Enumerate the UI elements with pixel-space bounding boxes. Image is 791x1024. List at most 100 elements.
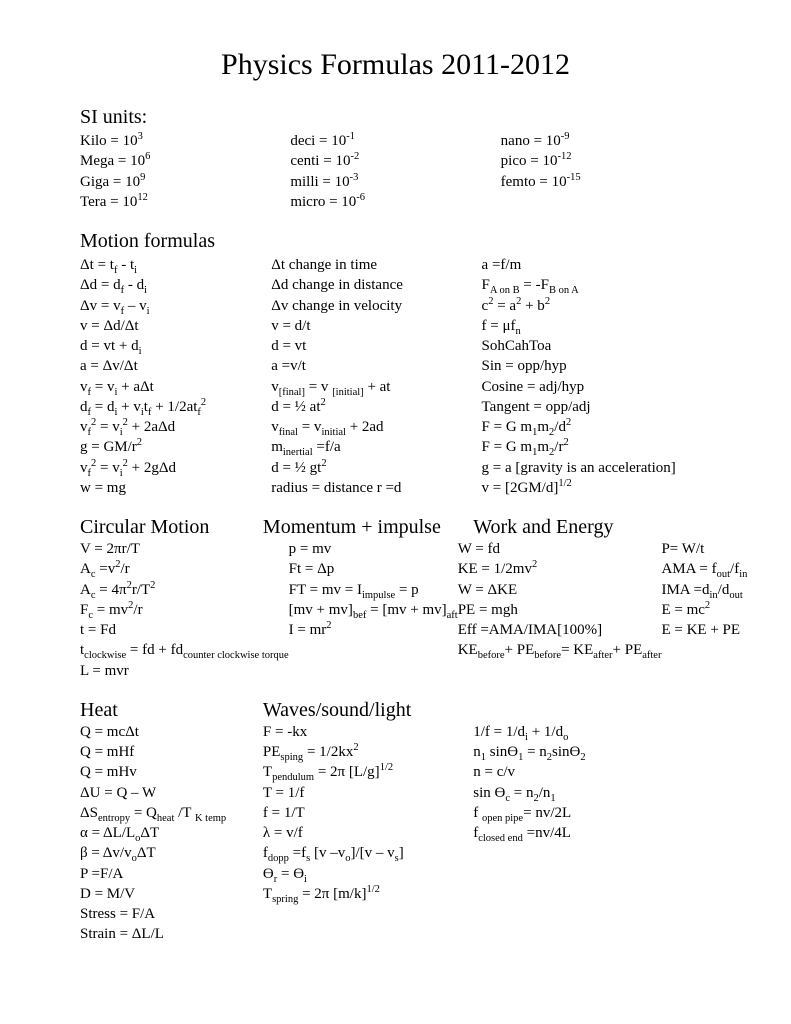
formula-line: KEbefore+ PEbefore= KEafter+ PEafter bbox=[458, 640, 662, 660]
formula-line: P =F/A bbox=[80, 864, 263, 884]
formula-line: a =v/t bbox=[271, 356, 481, 376]
formula-line: a = Δv/Δt bbox=[80, 356, 271, 376]
formula-line: w = mg bbox=[80, 478, 271, 498]
formula-line: [mv + mv]bef = [mv + mv]aft bbox=[289, 600, 458, 620]
formula-line: n = c/v bbox=[473, 762, 711, 782]
formula-line: a =f/m bbox=[482, 255, 711, 275]
formula-line: d = ½ at2 bbox=[271, 397, 481, 417]
formula-line: Өr = Өi bbox=[263, 864, 473, 884]
formula-line: FT = mv = Iimpulse = p bbox=[289, 580, 458, 600]
formula-line: Ac = 4π2r/T2 bbox=[80, 580, 289, 600]
motion-col-2: Δt change in timeΔd change in distanceΔv… bbox=[271, 255, 481, 498]
page-title: Physics Formulas 2011-2012 bbox=[80, 48, 711, 82]
formula-line: Q = mHv bbox=[80, 762, 263, 782]
formula-line: Tera = 1012 bbox=[80, 192, 290, 212]
formula-line: Δd change in distance bbox=[271, 275, 481, 295]
formula-line: β = Δv/voΔT bbox=[80, 843, 263, 863]
motion-block: Δt = tf - tiΔd = df - diΔv = vf – viv = … bbox=[80, 255, 711, 498]
heading-work-energy: Work and Energy bbox=[473, 516, 711, 539]
formula-line: FA on B = -FB on A bbox=[482, 275, 711, 295]
heading-waves: Waves/sound/light bbox=[263, 699, 473, 722]
formula-line: tclockwise = fd + fdcounter clockwise to… bbox=[80, 640, 289, 660]
formula-line: vf2 = vi2 + 2aΔd bbox=[80, 417, 271, 437]
work-energy-wrap: W = fdKE = 1/2mv2W = ΔKEPE = mghEff =AMA… bbox=[458, 539, 748, 681]
formula-line: KE = 1/2mv2 bbox=[458, 559, 662, 579]
formula-line: ΔSentropy = Qheat /T K temp bbox=[80, 803, 263, 823]
section-heading-si: SI units: bbox=[80, 106, 711, 129]
formula-line: f = μfn bbox=[482, 316, 711, 336]
si-col-1: Kilo = 103Mega = 106Giga = 109Tera = 101… bbox=[80, 131, 290, 212]
formula-line: vfinal = vinitial + 2ad bbox=[271, 417, 481, 437]
formula-line: ΔU = Q – W bbox=[80, 783, 263, 803]
formula-line: W = fd bbox=[458, 539, 662, 559]
heat-col-2: F = -kxPEsping = 1/2kx2Tpendulum = 2π [L… bbox=[263, 722, 473, 945]
formula-line: femto = 10-15 bbox=[501, 172, 711, 192]
section-heading-motion: Motion formulas bbox=[80, 230, 711, 253]
formula-line: Stress = F/A bbox=[80, 904, 263, 924]
formula-line: f open pipe= nv/2L bbox=[473, 803, 711, 823]
heat-col-3: 1/f = 1/di + 1/don1 sinӨ1 = n2sinӨ2n = c… bbox=[473, 722, 711, 945]
formula-line: T = 1/f bbox=[263, 783, 473, 803]
formula-line: F = G m1m2/d2 bbox=[482, 417, 711, 437]
formula-line: v = [2GM/d]1/2 bbox=[482, 478, 711, 498]
formula-line: Mega = 106 bbox=[80, 151, 290, 171]
formula-line: f = 1/T bbox=[263, 803, 473, 823]
motion-col-3: a =f/mFA on B = -FB on Ac2 = a2 + b2f = … bbox=[482, 255, 711, 498]
formula-line: v[final] = v [initial] + at bbox=[271, 377, 481, 397]
formula-line: Ft = Δp bbox=[289, 559, 458, 579]
formula-line: vf = vi + aΔt bbox=[80, 377, 271, 397]
circular-col-2: p = mvFt = ΔpFT = mv = Iimpulse = p[mv +… bbox=[289, 539, 458, 681]
formula-line: SohCahToa bbox=[482, 336, 711, 356]
formula-line: d = ½ gt2 bbox=[271, 458, 481, 478]
formula-line: V = 2πr/T bbox=[80, 539, 289, 559]
formula-line: d = vt + di bbox=[80, 336, 271, 356]
formula-line: Kilo = 103 bbox=[80, 131, 290, 151]
formula-line: IMA =din/dout bbox=[661, 580, 747, 600]
formula-line: v = Δd/Δt bbox=[80, 316, 271, 336]
formula-line: pico = 10-12 bbox=[501, 151, 711, 171]
formula-line: deci = 10-1 bbox=[290, 131, 500, 151]
formula-line: AMA = fout/fin bbox=[661, 559, 747, 579]
formula-line: vf2 = vi2 + 2gΔd bbox=[80, 458, 271, 478]
formula-line: W = ΔKE bbox=[458, 580, 662, 600]
heat-col-1: Q = mcΔtQ = mHfQ = mHvΔU = Q – WΔSentrop… bbox=[80, 722, 263, 945]
heading-momentum: Momentum + impulse bbox=[263, 516, 473, 539]
formula-line: micro = 10-6 bbox=[290, 192, 500, 212]
formula-line: Δd = df - di bbox=[80, 275, 271, 295]
formula-line: p = mv bbox=[289, 539, 458, 559]
formula-line: Δt change in time bbox=[271, 255, 481, 275]
formula-line: milli = 10-3 bbox=[290, 172, 500, 192]
heat-headings: Heat Waves/sound/light bbox=[80, 699, 711, 722]
formula-line: Cosine = adj/hyp bbox=[482, 377, 711, 397]
circular-col-3: W = fdKE = 1/2mv2W = ΔKEPE = mghEff =AMA… bbox=[458, 539, 662, 681]
formula-line: Sin = opp/hyp bbox=[482, 356, 711, 376]
formula-line: radius = distance r =d bbox=[271, 478, 481, 498]
formula-line: v = d/t bbox=[271, 316, 481, 336]
formula-line: Strain = ΔL/L bbox=[80, 924, 263, 944]
heading-heat: Heat bbox=[80, 699, 263, 722]
formula-line: Tpendulum = 2π [L/g]1/2 bbox=[263, 762, 473, 782]
formula-line: fclosed end =nv/4L bbox=[473, 823, 711, 843]
formula-line: fdopp =fs [v –vo]/[v – vs] bbox=[263, 843, 473, 863]
circular-headings: Circular Motion Momentum + impulse Work … bbox=[80, 516, 711, 539]
si-units-block: Kilo = 103Mega = 106Giga = 109Tera = 101… bbox=[80, 131, 711, 212]
formula-line: Tangent = opp/adj bbox=[482, 397, 711, 417]
circular-block: V = 2πr/TAc =v2/rAc = 4π2r/T2Fc = mv2/r t… bbox=[80, 539, 711, 681]
formula-line: L = mvr bbox=[80, 661, 289, 681]
formula-line: α = ΔL/LoΔT bbox=[80, 823, 263, 843]
circular-col-1: V = 2πr/TAc =v2/rAc = 4π2r/T2Fc = mv2/r t… bbox=[80, 539, 289, 681]
formula-line: PE = mgh bbox=[458, 600, 662, 620]
formula-line: Fc = mv2/r bbox=[80, 600, 289, 620]
formula-line: d = vt bbox=[271, 336, 481, 356]
formula-line: Δv change in velocity bbox=[271, 296, 481, 316]
si-col-2: deci = 10-1centi = 10-2milli = 10-3micro… bbox=[290, 131, 500, 212]
formula-line: Eff =AMA/IMA[100%] bbox=[458, 620, 662, 640]
formula-line: λ = v/f bbox=[263, 823, 473, 843]
formula-line: Δv = vf – vi bbox=[80, 296, 271, 316]
formula-line: Ac =v2/r bbox=[80, 559, 289, 579]
formula-line: Q = mHf bbox=[80, 742, 263, 762]
formula-line: Giga = 109 bbox=[80, 172, 290, 192]
formula-line: P= W/t bbox=[661, 539, 747, 559]
formula-line: E = KE + PE bbox=[661, 620, 747, 640]
formula-line: minertial =f/a bbox=[271, 437, 481, 457]
